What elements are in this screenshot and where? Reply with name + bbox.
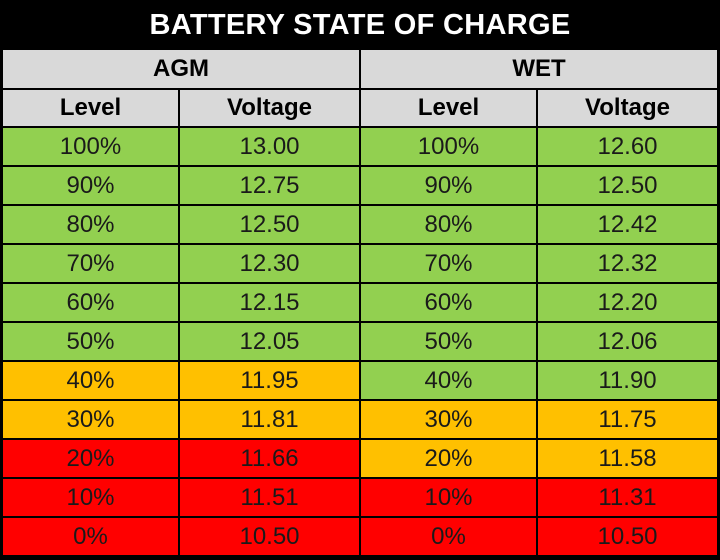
table-row: 20% 11.66: [3, 440, 359, 477]
table-row: 50% 12.05: [3, 323, 359, 360]
table-row: 60% 12.20: [361, 284, 717, 321]
voltage-cell: 12.60: [538, 128, 717, 165]
table-row: 30% 11.81: [3, 401, 359, 438]
column-headers-wet: Level Voltage: [361, 90, 717, 126]
table-row: 90% 12.50: [361, 167, 717, 204]
voltage-cell: 10.50: [180, 518, 359, 555]
level-cell: 0%: [3, 518, 178, 555]
voltage-cell: 12.50: [538, 167, 717, 204]
voltage-cell: 11.58: [538, 440, 717, 477]
tables-container: AGM Level Voltage 100% 13.00 90% 12.75 80% 12…: [0, 50, 720, 560]
table-row: 10% 11.51: [3, 479, 359, 516]
table-row: 80% 12.42: [361, 206, 717, 243]
wet-table: WET Level Voltage 100% 12.60 90% 12.50 80% 12…: [361, 50, 717, 560]
table-row: 90% 12.75: [3, 167, 359, 204]
column-headers-agm: Level Voltage: [3, 90, 359, 126]
voltage-header: Voltage: [180, 90, 359, 126]
level-cell: 60%: [361, 284, 536, 321]
table-row: 80% 12.50: [3, 206, 359, 243]
level-cell: 100%: [361, 128, 536, 165]
level-cell: 80%: [3, 206, 178, 243]
voltage-cell: 12.75: [180, 167, 359, 204]
agm-rows: 100% 13.00 90% 12.75 80% 12.50 70% 12.30 60% 12.1…: [3, 128, 359, 555]
level-cell: 100%: [3, 128, 178, 165]
voltage-cell: 10.50: [538, 518, 717, 555]
agm-table: AGM Level Voltage 100% 13.00 90% 12.75 80% 12…: [3, 50, 359, 560]
table-row: 40% 11.90: [361, 362, 717, 399]
voltage-cell: 11.90: [538, 362, 717, 399]
level-cell: 0%: [361, 518, 536, 555]
voltage-cell: 12.15: [180, 284, 359, 321]
table-row: 50% 12.06: [361, 323, 717, 360]
voltage-cell: 11.31: [538, 479, 717, 516]
level-cell: 60%: [3, 284, 178, 321]
voltage-cell: 12.42: [538, 206, 717, 243]
level-cell: 10%: [3, 479, 178, 516]
level-cell: 90%: [3, 167, 178, 204]
level-cell: 30%: [361, 401, 536, 438]
table-row: 100% 13.00: [3, 128, 359, 165]
wet-rows: 100% 12.60 90% 12.50 80% 12.42 70% 12.32 60% 12.2…: [361, 128, 717, 555]
level-cell: 80%: [361, 206, 536, 243]
voltage-cell: 12.32: [538, 245, 717, 282]
voltage-cell: 12.06: [538, 323, 717, 360]
level-header: Level: [361, 90, 536, 126]
voltage-cell: 11.81: [180, 401, 359, 438]
voltage-cell: 13.00: [180, 128, 359, 165]
group-header-wet: WET: [361, 50, 717, 88]
table-row: 60% 12.15: [3, 284, 359, 321]
voltage-cell: 12.20: [538, 284, 717, 321]
table-row: 40% 11.95: [3, 362, 359, 399]
level-cell: 30%: [3, 401, 178, 438]
level-cell: 20%: [3, 440, 178, 477]
level-cell: 50%: [3, 323, 178, 360]
table-row: 70% 12.30: [3, 245, 359, 282]
level-header: Level: [3, 90, 178, 126]
group-header-agm: AGM: [3, 50, 359, 88]
level-cell: 90%: [361, 167, 536, 204]
table-row: 0% 10.50: [3, 518, 359, 555]
level-cell: 70%: [3, 245, 178, 282]
level-cell: 40%: [361, 362, 536, 399]
voltage-cell: 11.66: [180, 440, 359, 477]
table-row: 30% 11.75: [361, 401, 717, 438]
chart-title: BATTERY STATE OF CHARGE: [0, 0, 720, 50]
voltage-cell: 11.51: [180, 479, 359, 516]
table-row: 20% 11.58: [361, 440, 717, 477]
level-cell: 20%: [361, 440, 536, 477]
voltage-cell: 12.50: [180, 206, 359, 243]
voltage-cell: 12.05: [180, 323, 359, 360]
level-cell: 10%: [361, 479, 536, 516]
table-row: 10% 11.31: [361, 479, 717, 516]
level-cell: 70%: [361, 245, 536, 282]
level-cell: 40%: [3, 362, 178, 399]
voltage-cell: 11.95: [180, 362, 359, 399]
voltage-cell: 12.30: [180, 245, 359, 282]
voltage-cell: 11.75: [538, 401, 717, 438]
table-row: 100% 12.60: [361, 128, 717, 165]
table-row: 70% 12.32: [361, 245, 717, 282]
level-cell: 50%: [361, 323, 536, 360]
table-row: 0% 10.50: [361, 518, 717, 555]
voltage-header: Voltage: [538, 90, 717, 126]
